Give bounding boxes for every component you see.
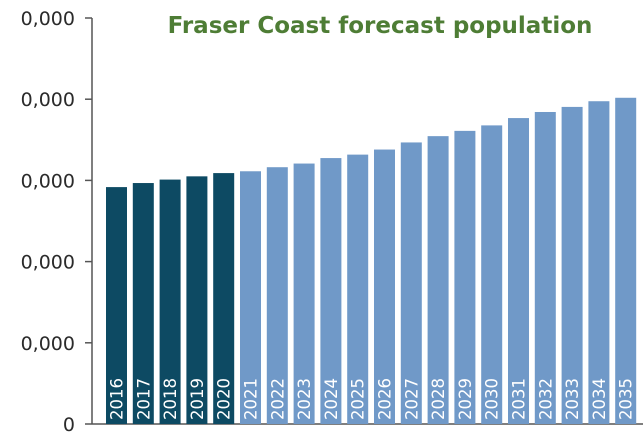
y-tick-label: 0,000 — [21, 89, 75, 111]
chart-title: Fraser Coast forecast population — [168, 13, 593, 39]
bar-label-2033: 2033 — [563, 378, 582, 420]
y-tick-label: 0,000 — [21, 8, 75, 30]
bar-2027 — [400, 142, 422, 424]
bar-label-2021: 2021 — [242, 378, 261, 420]
bar-2016 — [106, 187, 127, 424]
bar-2025 — [347, 154, 369, 424]
bar-label-2022: 2022 — [268, 378, 287, 420]
bar-2024 — [320, 158, 342, 424]
category-labels: 2016 2017 2018 2019 2020 2021 2022 2023 2024 2025… — [108, 378, 636, 420]
bar-2032 — [534, 111, 556, 424]
bar-2034 — [588, 101, 610, 424]
bar-label-2031: 2031 — [510, 378, 529, 420]
bar-label-2026: 2026 — [376, 378, 395, 420]
bar-label-2027: 2027 — [402, 378, 421, 420]
bar-2018 — [159, 179, 181, 424]
bar-label-2016: 2016 — [108, 378, 127, 420]
bar-2033 — [561, 106, 583, 424]
y-tick-label: 0 — [63, 414, 75, 435]
bar-2029 — [454, 130, 476, 425]
bar-label-2035: 2035 — [617, 378, 636, 420]
bar-2022 — [266, 167, 288, 424]
bar-2017 — [132, 183, 154, 424]
bar-2030 — [481, 125, 503, 425]
bar-label-2023: 2023 — [295, 378, 314, 420]
bar-series — [106, 97, 637, 425]
bar-label-2025: 2025 — [349, 378, 368, 420]
bar-2026 — [374, 149, 395, 424]
bar-label-2017: 2017 — [134, 378, 153, 420]
bar-label-2034: 2034 — [590, 378, 609, 420]
bar-2023 — [293, 163, 315, 424]
bar-label-2018: 2018 — [161, 378, 180, 420]
bar-2021 — [240, 171, 261, 424]
bar-2035 — [615, 97, 637, 425]
bar-label-2032: 2032 — [536, 378, 555, 420]
y-axis: 0 0,000 0,000 0,000 0,000 0,000 — [21, 8, 643, 435]
bar-2031 — [508, 118, 529, 424]
bar-label-2030: 2030 — [483, 378, 502, 420]
y-tick-label: 0,000 — [21, 333, 75, 355]
bar-label-2019: 2019 — [188, 378, 207, 420]
bar-2020 — [213, 173, 235, 424]
bar-2028 — [427, 136, 449, 424]
bar-label-2024: 2024 — [322, 378, 341, 420]
bar-2019 — [186, 176, 208, 424]
bar-label-2020: 2020 — [215, 378, 234, 420]
y-tick-label: 0,000 — [21, 170, 75, 192]
bar-label-2029: 2029 — [456, 378, 475, 420]
y-tick-label: 0,000 — [21, 252, 75, 274]
bar-label-2028: 2028 — [429, 378, 448, 420]
